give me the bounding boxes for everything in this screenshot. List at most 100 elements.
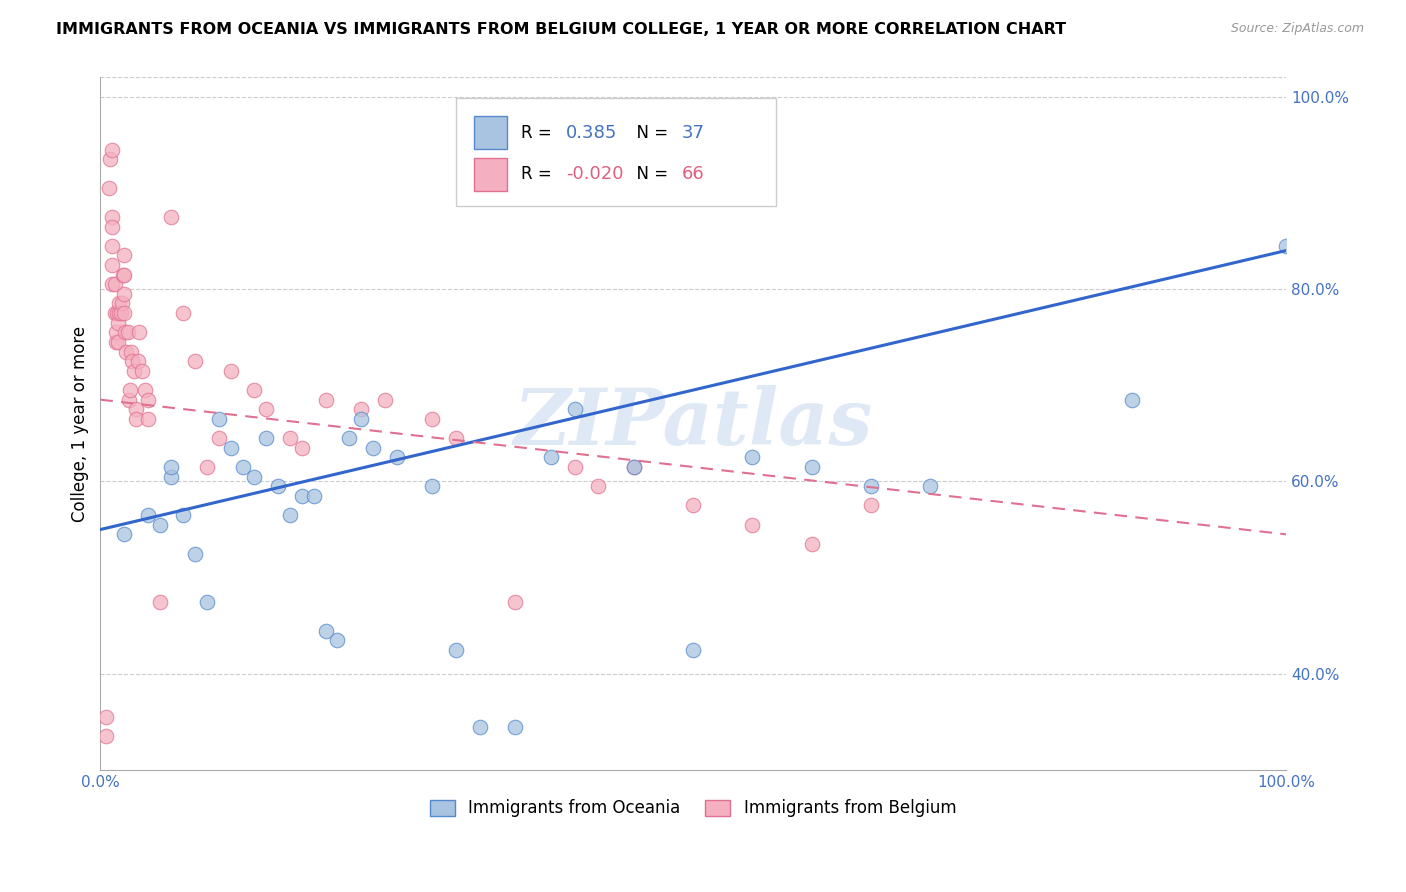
Point [540,450,562,465]
Point [121,354,143,368]
Text: -0.020: -0.020 [567,165,624,184]
Point [623,460,645,475]
Text: IMMIGRANTS FROM OCEANIA VS IMMIGRANTS FROM BELGIUM COLLEGE, 1 YEAR OR MORE CORRE: IMMIGRANTS FROM OCEANIA VS IMMIGRANTS FR… [56,22,1066,37]
Point [350,412,373,426]
Point [219,364,242,378]
Point [101,277,124,292]
Point [564,402,586,417]
Point [385,450,408,465]
Point [118,383,141,397]
Point [103,277,125,292]
Text: R =: R = [522,165,557,184]
Point [125,412,148,426]
Point [420,479,443,493]
Point [103,306,125,320]
Point [859,499,882,513]
Point [160,210,183,224]
Point [291,441,314,455]
Point [800,460,823,475]
Point [254,402,277,417]
Point [128,326,150,340]
Point [104,326,127,340]
Point [350,402,373,417]
Point [115,344,138,359]
Point [149,595,172,609]
Point [122,364,145,378]
Point [101,219,124,234]
Point [108,306,131,320]
Point [160,460,183,475]
Point [444,642,467,657]
Point [1275,239,1298,253]
Point [505,720,527,734]
Point [101,210,124,224]
Point [96,710,118,724]
Point [107,316,129,330]
Point [195,460,218,475]
Y-axis label: College, 1 year or more: College, 1 year or more [72,326,89,522]
Point [131,364,153,378]
Point [505,595,527,609]
Point [315,624,337,638]
Point [136,392,159,407]
Point [112,248,135,262]
Point [337,431,360,445]
Point [107,334,129,349]
Point [278,431,301,445]
Point [97,181,120,195]
Point [682,499,704,513]
Text: 37: 37 [682,124,704,142]
Point [101,143,124,157]
Point [208,431,231,445]
Point [254,431,277,445]
Point [291,489,314,503]
Point [105,306,128,320]
Point [243,383,266,397]
Text: 0.385: 0.385 [567,124,617,142]
Point [623,460,645,475]
Point [136,508,159,522]
Point [278,508,301,522]
Point [117,326,139,340]
Point [96,729,118,743]
Point [302,489,325,503]
Point [361,441,384,455]
Point [134,383,156,397]
Point [184,354,207,368]
Point [468,720,491,734]
Point [110,306,132,320]
Point [172,306,194,320]
Point [374,392,396,407]
Point [800,537,823,551]
Point [184,547,207,561]
Point [208,412,231,426]
Text: R =: R = [522,124,562,142]
Point [111,268,134,282]
Point [98,152,121,166]
Point [682,642,704,657]
Bar [474,158,508,191]
Point [326,633,349,648]
Point [112,306,135,320]
Point [120,344,142,359]
Point [267,479,290,493]
Point [315,392,337,407]
Point [125,402,148,417]
Text: N =: N = [626,124,673,142]
Text: ZIPatlas: ZIPatlas [513,385,873,462]
Point [101,258,124,272]
Point [1121,392,1143,407]
Point [243,469,266,483]
Point [112,286,135,301]
Legend: Immigrants from Oceania, Immigrants from Belgium: Immigrants from Oceania, Immigrants from… [423,793,963,824]
Text: Source: ZipAtlas.com: Source: ZipAtlas.com [1230,22,1364,36]
Point [111,296,134,310]
Text: N =: N = [626,165,673,184]
Point [741,450,763,465]
Point [195,595,218,609]
Point [108,296,131,310]
Point [127,354,149,368]
Point [172,508,194,522]
Point [859,479,882,493]
Point [588,479,610,493]
